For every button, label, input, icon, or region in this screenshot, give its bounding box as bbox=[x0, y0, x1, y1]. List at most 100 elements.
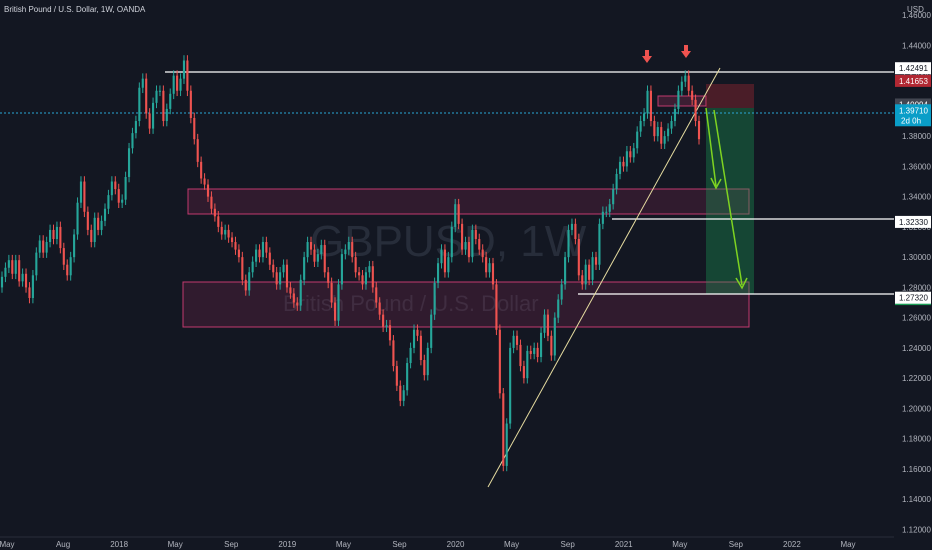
top-markers bbox=[642, 45, 691, 63]
candle-body bbox=[14, 260, 17, 274]
candle-body bbox=[416, 329, 419, 336]
candle-body bbox=[347, 242, 350, 250]
candle-body bbox=[677, 90, 680, 109]
candle-body bbox=[83, 181, 86, 212]
candle-body bbox=[502, 393, 505, 466]
candle-body bbox=[55, 226, 59, 240]
time-axis-ticks: May Aug 2018 May Sep 2019 May Sep 2020 May Sep 2021… bbox=[0, 540, 856, 549]
price-tick-label: 1.38000 bbox=[902, 132, 931, 141]
candle-body bbox=[306, 242, 309, 258]
candle-body bbox=[76, 202, 79, 235]
candle-body bbox=[642, 113, 646, 122]
candle-body bbox=[670, 121, 673, 129]
candle-body bbox=[289, 287, 292, 294]
price-label-2: 1.39710 bbox=[899, 106, 928, 115]
time-tick-label: 2022 bbox=[783, 540, 801, 549]
candle-body bbox=[279, 272, 282, 285]
candle-body bbox=[426, 347, 429, 376]
candle-body bbox=[141, 78, 144, 88]
candle-body bbox=[550, 335, 553, 356]
candle-body bbox=[450, 226, 453, 258]
price-tick-label: 1.24000 bbox=[902, 344, 931, 353]
candle-body bbox=[673, 108, 677, 122]
time-tick-label: May bbox=[672, 540, 687, 549]
candle-body bbox=[110, 181, 113, 196]
candle-body bbox=[52, 229, 55, 240]
candle-body bbox=[478, 239, 481, 250]
candle-body bbox=[615, 173, 618, 190]
candle-body bbox=[512, 335, 515, 348]
candle-body bbox=[612, 189, 615, 205]
candle-body bbox=[694, 99, 697, 122]
candle-body bbox=[461, 223, 464, 250]
candle-body bbox=[244, 279, 247, 291]
candle-body bbox=[18, 260, 21, 282]
candle-body bbox=[371, 266, 374, 288]
candle-body bbox=[38, 240, 41, 253]
candle-body bbox=[313, 249, 316, 262]
candle-body bbox=[488, 263, 491, 273]
candle-body bbox=[90, 229, 93, 243]
candle-body bbox=[412, 329, 416, 348]
candle-body bbox=[491, 263, 495, 285]
candle-body bbox=[117, 189, 120, 203]
time-tick-label: May bbox=[840, 540, 855, 549]
candle-body bbox=[395, 366, 398, 386]
candle-body bbox=[553, 317, 556, 356]
price-tick-label: 1.12000 bbox=[902, 525, 931, 534]
candle-body bbox=[430, 314, 433, 348]
candle-body bbox=[539, 332, 543, 357]
candle-body bbox=[402, 390, 405, 401]
candle-body bbox=[598, 223, 601, 265]
candle-body bbox=[97, 217, 100, 230]
time-tick-label: May bbox=[168, 540, 183, 549]
candle-body bbox=[663, 136, 666, 144]
candle-body bbox=[182, 60, 186, 79]
candle-body bbox=[691, 90, 694, 100]
arrow-1-head bbox=[710, 177, 722, 190]
candle-body bbox=[570, 223, 574, 230]
candle-body bbox=[79, 181, 83, 203]
candle-body bbox=[529, 350, 532, 354]
top-marker-2-icon bbox=[681, 45, 691, 58]
candle-body bbox=[622, 161, 625, 167]
candle-body bbox=[230, 237, 234, 243]
candle-body bbox=[73, 234, 76, 258]
candle-body bbox=[251, 261, 254, 273]
candle-body bbox=[7, 260, 10, 268]
candle-body bbox=[31, 275, 34, 298]
candle-body bbox=[169, 93, 172, 109]
candle-body bbox=[526, 350, 529, 379]
price-tick-label: 1.20000 bbox=[902, 404, 931, 413]
candle-body bbox=[333, 302, 337, 321]
candle-body bbox=[200, 161, 203, 179]
candle-body bbox=[543, 314, 546, 333]
candle-body bbox=[138, 87, 141, 122]
time-tick-label: May bbox=[0, 540, 15, 549]
candle-body bbox=[577, 239, 580, 276]
candle-body bbox=[59, 226, 62, 249]
candle-body bbox=[186, 60, 189, 91]
candle-body bbox=[406, 363, 409, 391]
currency-label: USD bbox=[907, 5, 924, 14]
candle-body bbox=[330, 282, 333, 303]
candle-body bbox=[399, 385, 402, 401]
price-tick-label: 1.26000 bbox=[902, 314, 931, 323]
time-tick-label: Sep bbox=[392, 540, 407, 549]
projection-arrows bbox=[705, 107, 748, 290]
candle-body bbox=[237, 249, 240, 258]
candle-body bbox=[632, 148, 635, 158]
candle-body bbox=[282, 264, 285, 273]
candle-body bbox=[382, 314, 385, 327]
trendline[interactable] bbox=[487, 67, 721, 488]
candle-body bbox=[145, 78, 148, 114]
candle-body bbox=[152, 102, 155, 129]
candle-body bbox=[299, 279, 302, 306]
candle-body bbox=[100, 220, 103, 230]
price-axis-panel[interactable] bbox=[894, 0, 932, 550]
candle-body bbox=[594, 257, 598, 265]
support-1-price-label-bg bbox=[895, 215, 931, 228]
